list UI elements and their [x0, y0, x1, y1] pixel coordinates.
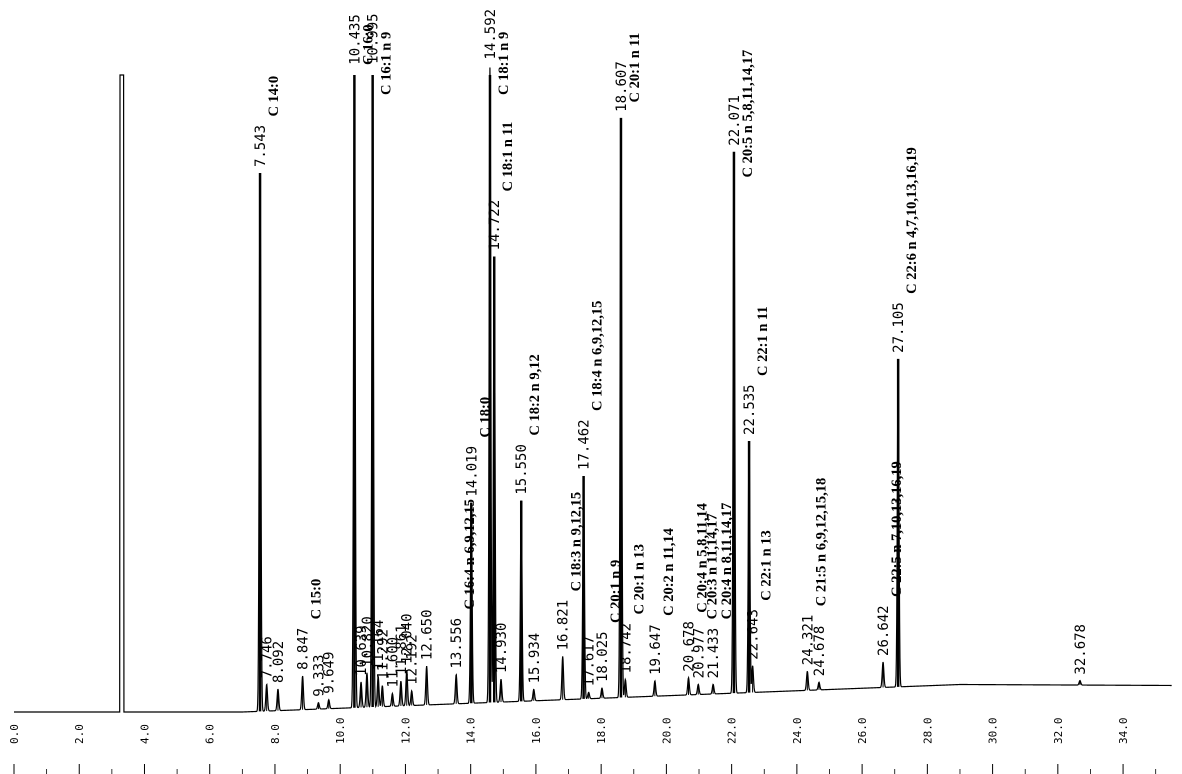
x-tick-label: 10.0 [334, 718, 347, 745]
peak-name-label: C 20:1 n 13 [631, 544, 647, 615]
peak-rt-label: 11.600 [385, 637, 401, 688]
x-axis: 0.0 2.0 4.0 6.0 8.0 10.0 12.0 14.0 16.0 18.0 20.0 2… [8, 718, 1157, 774]
x-tick-label: 20.0 [660, 718, 673, 745]
peak-rt-label: 9.649 [322, 652, 338, 694]
peak-name-label: C 16:0 [360, 24, 376, 65]
peak-rt-label: 32.678 [1073, 624, 1089, 675]
peak-rt-label: 22.535 [742, 384, 758, 435]
x-tick-label: 16.0 [530, 718, 543, 745]
peak-rt-label: 9.333 [311, 655, 327, 697]
peak-rt-label: 27.105 [891, 302, 907, 353]
peak-rt-label: 22.643 [746, 609, 762, 660]
x-tick-label: 22.0 [726, 718, 739, 745]
peak-rt-label: 10.995 [366, 13, 382, 64]
peak-rt-label: 11.164 [371, 620, 387, 671]
peak-name-label: C 22:6 n 4,7,10,13,16,19 [904, 147, 920, 294]
peak-name-label: C 18:1 n 11 [500, 122, 516, 192]
peak-rt-label: 14.019 [464, 446, 480, 497]
peak-rt-label: 19.647 [648, 624, 664, 675]
peak-rt-label: 24.321 [800, 615, 816, 666]
peak-name-label: C 21:5 n 6,9,12,15,18 [813, 478, 829, 607]
chromatogram-trace [14, 67, 1172, 713]
peak-name-label: C 18:3 n 9,12,15 [569, 492, 585, 592]
peak-rt-label: 15.934 [527, 633, 543, 684]
peak-name-label: C 18:2 n 9,12 [527, 354, 543, 435]
peak-rt-label: 20.977 [691, 628, 707, 679]
peak-rt-label: 17.462 [577, 419, 593, 470]
peak-name-label: C 18:0 [477, 397, 493, 438]
peak-rt-label: 13.556 [449, 618, 465, 669]
x-tick-label: 12.0 [399, 718, 412, 745]
peak-name-label: C 18:1 n 9 [496, 32, 512, 95]
peak-name-label: C 15:0 [309, 579, 325, 620]
peak-name-label: C 22:1 n 11 [755, 306, 771, 376]
peak-name-label: C 20:2 n 11,14 [661, 528, 677, 616]
peak-rt-label: 12.192 [405, 634, 421, 685]
peak-name-label: C 20:4 n 5,8,11,14 [695, 503, 711, 613]
x-tick-label: 28.0 [921, 718, 934, 745]
x-tick-label: 2.0 [73, 724, 86, 744]
peak-name-label: C 20:1 n 11 [627, 33, 643, 103]
peak-rt-label: 26.642 [876, 605, 892, 656]
x-tick-label: 26.0 [856, 718, 869, 745]
peak-rt-label: 11.861 [394, 625, 410, 676]
peak-rt-label: 18.607 [614, 61, 630, 112]
peak-name-label: C 16:4 n 6,9,12,15 [462, 499, 478, 609]
peak-name-label: C 22:1 n 13 [759, 530, 775, 601]
peak-rt-label: 24.678 [812, 626, 828, 677]
x-tick-label: 30.0 [987, 718, 1000, 745]
peak-rt-label: 7.746 [260, 636, 276, 678]
peak-rt-label: 20.678 [682, 621, 698, 672]
peak-rt-label: 11.292 [375, 629, 391, 680]
peak-rt-label: 8.847 [296, 628, 312, 670]
peak-rt-label: 10.639 [354, 625, 370, 676]
peak-rt-label: 22.071 [727, 95, 743, 146]
x-tick-label: 8.0 [269, 724, 282, 744]
x-tick-label: 34.0 [1117, 718, 1130, 745]
peak-name-label: C 20:1 n 9 [608, 560, 624, 623]
peak-rt-label: 21.433 [706, 628, 722, 679]
peak-name-label: C 20:5 n 5,8,11,14,17 [740, 50, 756, 178]
peak-rt-label: 14.592 [483, 9, 499, 60]
peak-rt-label: 15.550 [514, 444, 530, 495]
peak-rt-label: 7.543 [253, 125, 269, 167]
x-tick-label: 32.0 [1052, 718, 1065, 745]
peak-name-label: C 20:4 n 8,11,14,17 [719, 503, 735, 620]
peak-rt-label: 12.650 [420, 610, 436, 661]
peak-rt-label: 17.617 [582, 636, 598, 687]
x-tick-label: 24.0 [791, 718, 804, 745]
peak-rt-label: 18.025 [595, 631, 611, 682]
peak-rt-label: 8.092 [271, 641, 287, 683]
trace-layer [14, 67, 1172, 713]
x-tick-label: 18.0 [595, 718, 608, 745]
peak-rt-label: 16.821 [556, 600, 572, 651]
peak-rt-label: 10.820 [360, 616, 376, 667]
x-tick-label: 0.0 [8, 724, 21, 744]
peak-name-label: C 16:1 n 9 [379, 32, 395, 95]
peak-name-label: C 20:3 n 11,14,17 [704, 513, 720, 619]
peak-name-label: C 18:4 n 6,9,12,15 [590, 301, 606, 411]
peak-rt-label: 14.930 [494, 623, 510, 674]
peak-rt-label: 14.722 [487, 200, 503, 251]
peak-rt-label: 18.742 [618, 623, 634, 674]
peak-rt-label: 12.040 [400, 613, 416, 664]
x-tick-label: 14.0 [465, 718, 478, 745]
x-tick-label: 6.0 [204, 724, 217, 744]
x-tick-label: 4.0 [138, 724, 151, 744]
peak-name-label: C 14:0 [266, 76, 282, 117]
peak-rt-label: 10.435 [347, 14, 363, 65]
peak-name-label: C 22:5 n 7,10,13,16,19 [889, 461, 905, 597]
